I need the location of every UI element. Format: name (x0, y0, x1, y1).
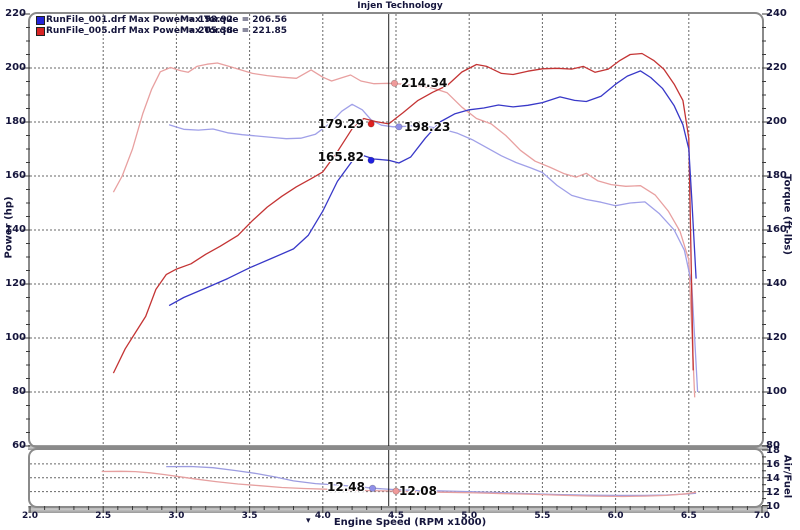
tick-label: 3.0 (168, 511, 185, 521)
tick-label: 5.0 (461, 511, 478, 521)
legend: RunFile_001.drf Max Power = 198.92 Max T… (36, 15, 336, 37)
tick-label: 220 (766, 62, 787, 73)
tick-label: 160 (5, 170, 26, 181)
readout-power-blue: 165.82 (317, 150, 364, 164)
cursor-line[interactable] (388, 14, 391, 506)
tick-label: 200 (5, 62, 26, 73)
tick-label: 6.5 (680, 511, 697, 521)
tick-label: 200 (766, 116, 787, 127)
tick-label: 100 (766, 386, 787, 397)
tick-label: 80 (12, 386, 26, 397)
page-title: Injen Technology (357, 1, 443, 11)
readout-af-blue: 12.48 (327, 480, 365, 494)
readout-torque-red: 214.34 (401, 76, 448, 90)
airfuel-plot-frame (28, 448, 764, 508)
airfuel-axis-title: Air/Fuel (781, 454, 793, 499)
tick-label: 220 (5, 8, 26, 19)
tick-label: 140 (5, 224, 26, 235)
tick-label: 18 (766, 445, 780, 456)
tick-label: 240 (766, 8, 787, 19)
tick-label: 2.5 (95, 511, 112, 521)
legend-run1-torque: Max Torque = 206.56 (180, 15, 288, 25)
legend-row-run1: RunFile_001.drf Max Power = 198.92 Max T… (36, 15, 336, 26)
legend-run1-power: RunFile_001.drf Max Power = 198.92 (46, 15, 233, 25)
tick-label: 16 (766, 458, 780, 470)
power-axis-title: Power (hp) (3, 196, 15, 259)
legend-run2-torque: Max Torque = 221.85 (180, 26, 288, 36)
legend-run2-power: RunFile_005.drf Max Power = 205.38 (46, 26, 233, 36)
readout-power-red: 179.29 (317, 117, 364, 131)
readout-af-red: 12.08 (399, 484, 437, 498)
legend-row-run2: RunFile_005.drf Max Power = 205.38 Max T… (36, 26, 336, 37)
tick-label: 12 (766, 486, 780, 498)
tick-label: 3.5 (241, 511, 258, 521)
tick-label: 10 (766, 500, 780, 512)
tick-label: 180 (766, 170, 787, 181)
tick-label: 2.0 (22, 511, 38, 521)
tick-label: 4.0 (314, 511, 331, 521)
legend-swatch-red-icon (36, 27, 45, 36)
tick-label: 4.5 (388, 511, 404, 521)
tick-label: 80 (766, 440, 780, 451)
tick-label: 120 (5, 278, 26, 289)
main-plot-frame (28, 12, 764, 448)
tick-label: 6.0 (607, 511, 624, 521)
tick-label: 5.5 (534, 511, 551, 521)
x-axis-title: Engine Speed (RPM x1000) (333, 517, 487, 528)
tick-label: 160 (766, 224, 787, 235)
x-axis-strip (28, 506, 768, 513)
tick-label: 100 (5, 332, 26, 343)
tick-label: 180 (5, 116, 26, 127)
readout-torque-blue: 198.23 (404, 120, 451, 134)
tick-label: 7.0 (754, 511, 770, 521)
legend-swatch-blue-icon (36, 16, 45, 25)
tick-label: 14 (766, 472, 780, 484)
torque-axis-title: Torque (ft-lbs) (781, 174, 793, 255)
axis-cursor-marker-icon: ▾ (306, 516, 311, 526)
tick-label: 120 (766, 332, 787, 343)
tick-label: 60 (12, 440, 26, 451)
tick-label: 140 (766, 278, 787, 289)
